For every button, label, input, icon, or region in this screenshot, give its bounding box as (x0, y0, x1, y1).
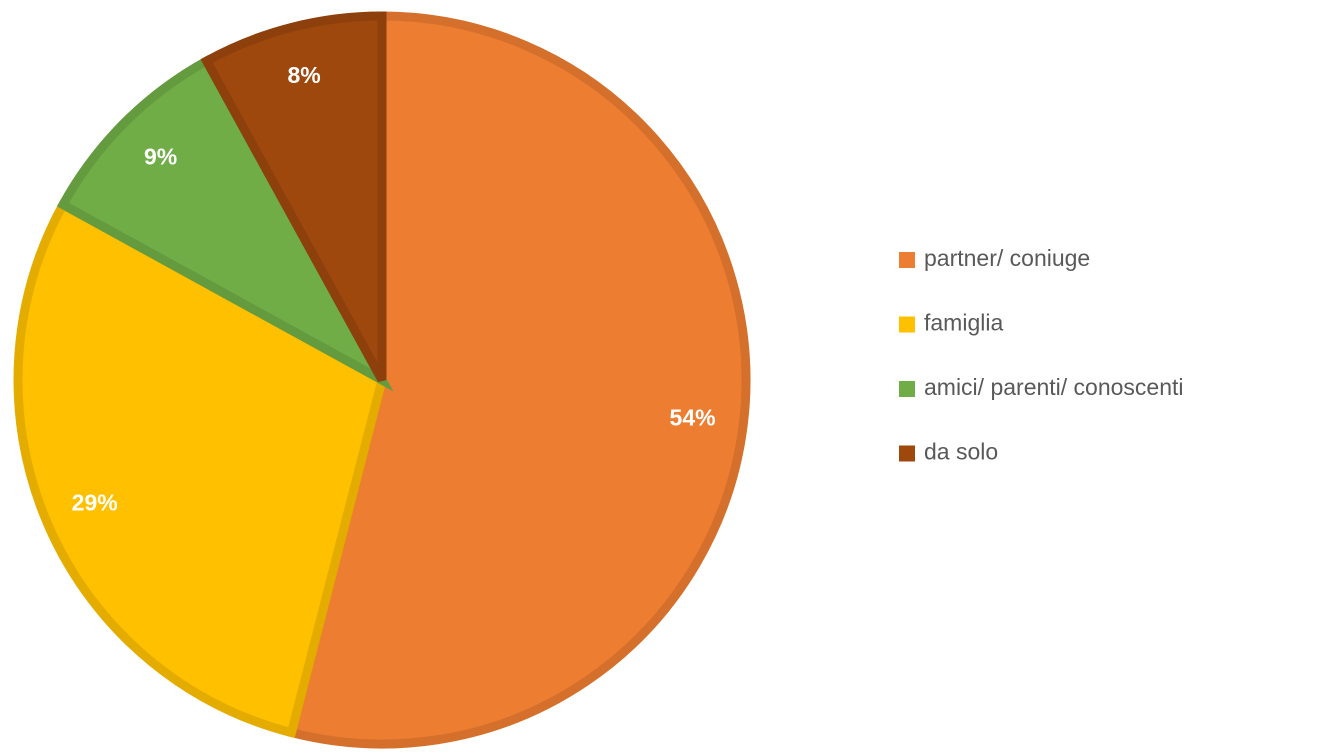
data-label: 29% (72, 489, 118, 515)
legend-label: famiglia (924, 310, 1003, 336)
slice (56, 54, 394, 392)
data-label: 54% (670, 404, 716, 430)
slice-border (13, 198, 388, 739)
legend-label: da solo (924, 439, 998, 465)
legend-swatch (899, 252, 915, 268)
slice (13, 198, 388, 739)
legend-swatch (899, 445, 915, 462)
legend-swatch (899, 381, 915, 397)
legend-label: partner/ coniuge (924, 245, 1090, 271)
legend-label: amici/ parenti/ conoscenti (924, 374, 1184, 400)
data-label: 9% (144, 144, 177, 170)
slice-border (56, 54, 394, 392)
slice (285, 11, 751, 749)
data-label: 8% (288, 62, 321, 88)
slice-border (200, 11, 387, 383)
slice (200, 11, 387, 383)
legend-swatch (899, 316, 915, 333)
slice-border (285, 11, 751, 749)
